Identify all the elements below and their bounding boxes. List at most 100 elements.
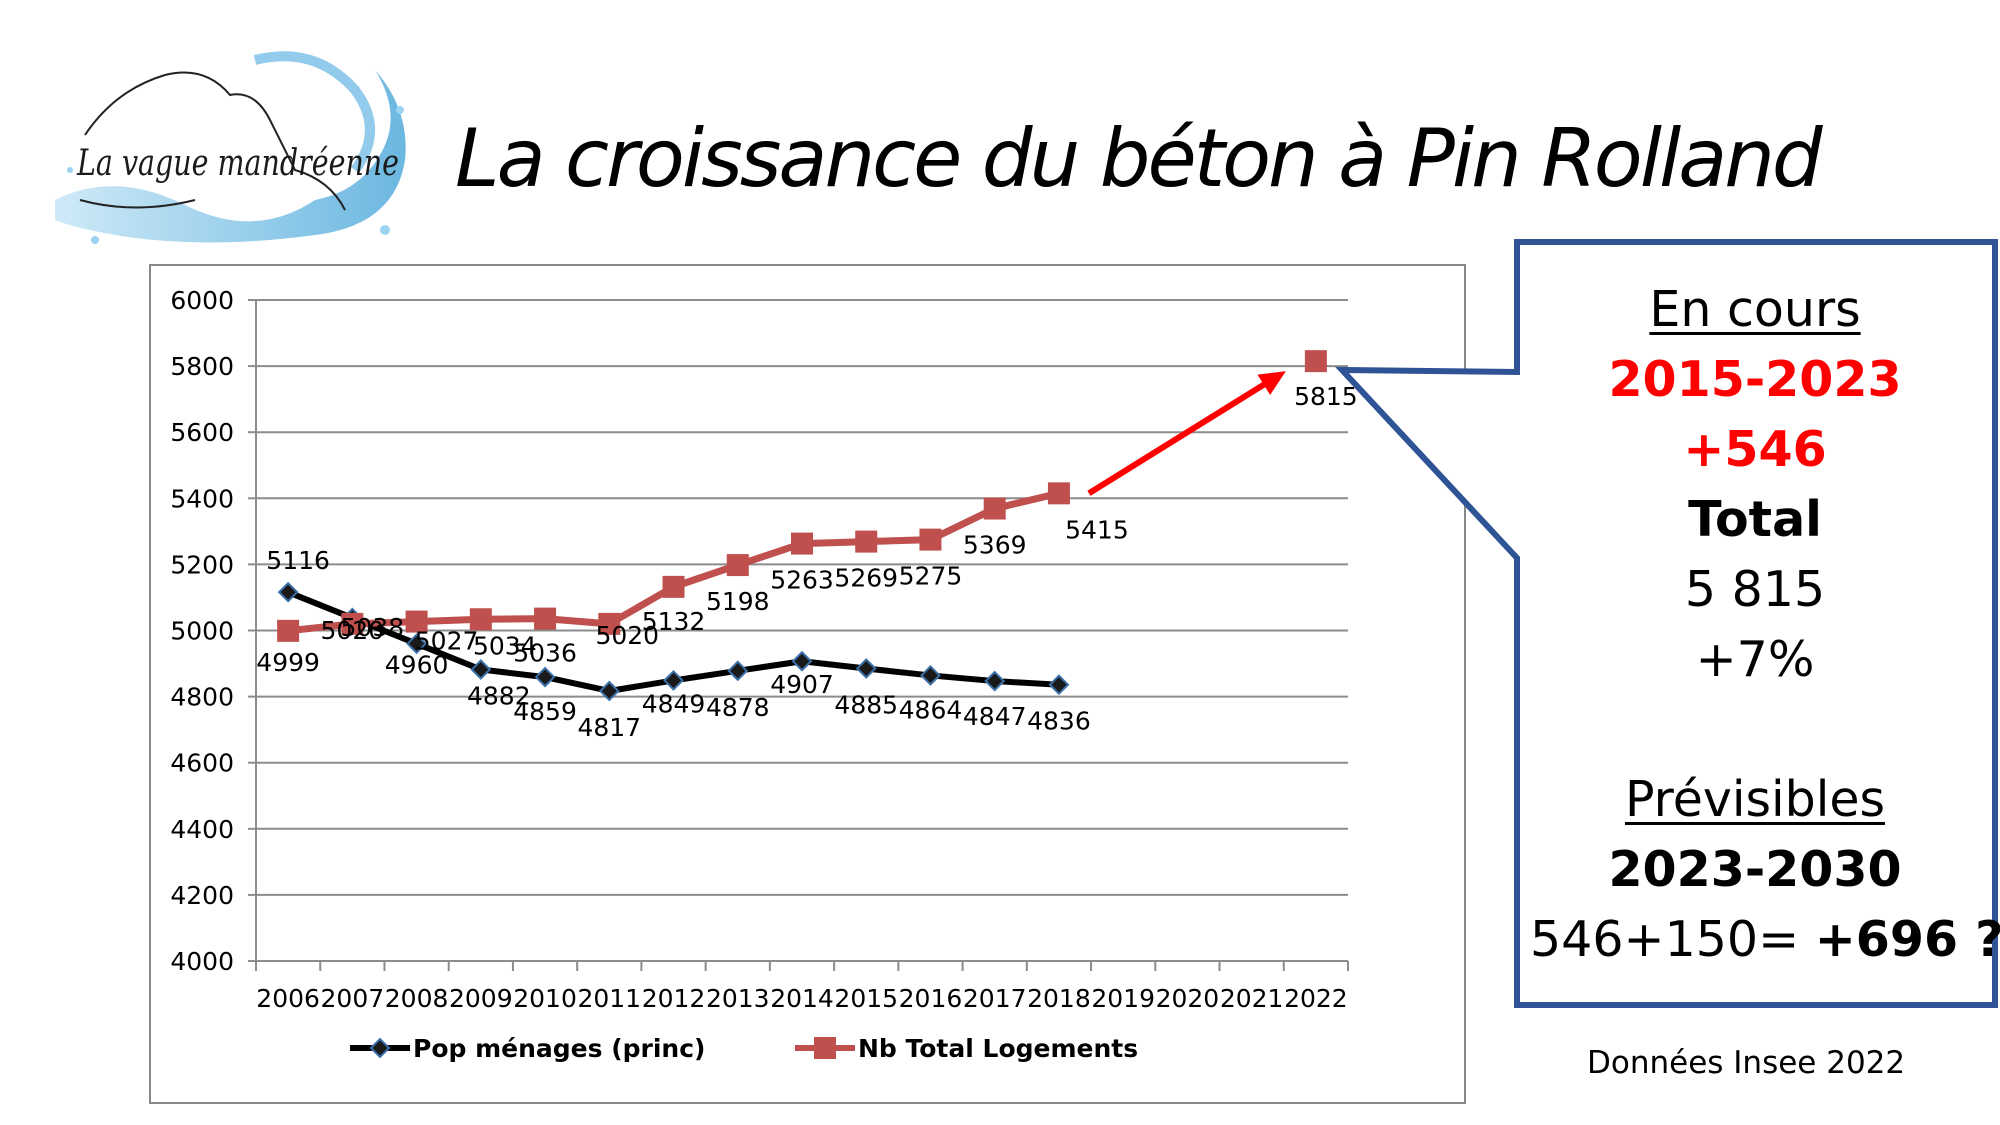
data-label: 4847 [963,702,1027,731]
point-nb-logements [919,528,942,551]
x-tick-label: 2006 [256,984,320,1013]
callout-percent: +7% [1695,631,1815,688]
data-label: 4878 [706,693,770,722]
point-pop-menages [791,650,813,672]
point-pop-menages [277,581,299,603]
point-pop-menages [1048,674,1070,696]
callout-en-cours: En cours [1649,281,1861,338]
callout-increase: +546 [1683,421,1827,478]
callout-forecast-value: +696 ? [1814,911,2000,968]
data-label: 5275 [899,562,963,591]
point-nb-logements [983,497,1006,520]
y-tick-label: 6000 [170,286,234,315]
x-tick-label: 2010 [513,984,577,1013]
data-label: 4817 [577,713,641,742]
point-nb-logements [277,619,300,642]
x-tick-label: 2016 [899,984,963,1013]
y-tick-label: 5000 [170,617,234,646]
legend-marker [369,1037,391,1059]
y-tick-label: 4800 [170,683,234,712]
data-label: 4960 [385,651,449,680]
legend-label: Nb Total Logements [858,1034,1138,1063]
callout-total-label: Total [1688,491,1822,548]
y-tick-label: 4000 [170,947,234,976]
x-tick-label: 2019 [1091,984,1155,1013]
x-tick-label: 2008 [385,984,449,1013]
x-tick-label: 2009 [449,984,513,1013]
callout-forecast: 546+150= +696 ? [1530,905,2000,975]
chart-gridlines [248,299,1348,962]
point-pop-menages [920,665,941,686]
point-nb-logements [341,612,364,635]
callout-previsibles: Prévisibles [1624,771,1886,828]
point-nb-logements [405,610,428,633]
y-axis-ticks: 4000 4200 4400 4600 4800 5000 5200 5400 5600 5800… [170,286,234,976]
chart-series [277,350,1327,702]
arrow-shaft [1087,374,1278,496]
point-nb-logements [662,575,685,598]
point-nb-logements [726,554,749,577]
data-source-note: Données Insee 2022 [1587,1045,1906,1081]
point-nb-logements [534,607,557,630]
trend-arrow [1087,371,1286,496]
y-tick-label: 4600 [170,749,234,778]
y-tick-label: 5400 [170,484,234,513]
callout-text: En cours 2015-2023 +546 Total 5 815 +7% … [1530,275,2000,975]
data-label: 4885 [834,691,898,720]
data-label: 4836 [1027,707,1091,736]
point-pop-menages [470,659,492,680]
data-label: 5815 [1294,382,1358,411]
legend-label: Pop ménages (princ) [413,1034,705,1063]
y-tick-label: 5800 [170,352,234,381]
data-label: 5027 [415,627,479,656]
point-pop-menages [984,670,1006,692]
x-axis-ticks: 2006 2007 2008 2009 2010 2011 2012 2013 2014 2015… [255,961,1349,1013]
data-label: 5269 [834,564,898,593]
data-label: 5020 [321,616,385,645]
point-nb-logements [1304,350,1327,373]
point-nb-logements [598,612,621,635]
chart-legend: Pop ménages (princ) Nb Total Logements [350,1034,1138,1063]
point-nb-logements [791,532,813,555]
point-nb-logements [469,608,492,631]
logo: La vague mandréenne [55,50,425,255]
logo-text: La vague mandréenne [76,143,399,184]
data-label: 4999 [256,648,320,677]
point-pop-menages [406,633,428,655]
x-tick-label: 2018 [1027,984,1091,1013]
x-tick-label: 2012 [642,984,706,1013]
page-title: La croissance du béton à Pin Rolland [455,112,1823,205]
data-label: 5263 [770,566,834,595]
point-pop-menages [598,680,620,702]
callout-total-value: 5 815 [1684,561,1826,618]
y-tick-label: 5200 [170,550,234,579]
point-pop-menages [534,666,556,688]
chart-frame [149,264,1466,1104]
data-label: 5198 [706,587,770,616]
y-tick-label: 4200 [170,881,234,910]
point-nb-logements [1047,482,1070,505]
x-tick-label: 2021 [1220,984,1284,1013]
logo-wave-graphic: La vague mandréenne [55,51,406,244]
data-label: 5415 [1065,515,1129,544]
data-label: 5132 [642,607,706,636]
data-label: 4859 [513,697,577,726]
point-pop-menages [855,658,877,679]
data-label: 5038 [341,613,405,642]
point-pop-menages [727,660,749,682]
x-tick-label: 2007 [321,984,385,1013]
x-tick-label: 2017 [963,984,1027,1013]
point-nb-logements [855,530,878,553]
x-tick-label: 2022 [1284,984,1348,1013]
data-label: 4882 [467,681,531,710]
x-tick-label: 2020 [1156,984,1220,1013]
data-label: 4864 [899,695,963,724]
data-label: 5034 [473,631,537,660]
data-label: 5036 [513,639,577,668]
callout-forecast-prefix: 546+150= [1530,911,1815,968]
point-pop-menages [663,669,684,691]
callout-period-current: 2015-2023 [1608,351,1902,408]
